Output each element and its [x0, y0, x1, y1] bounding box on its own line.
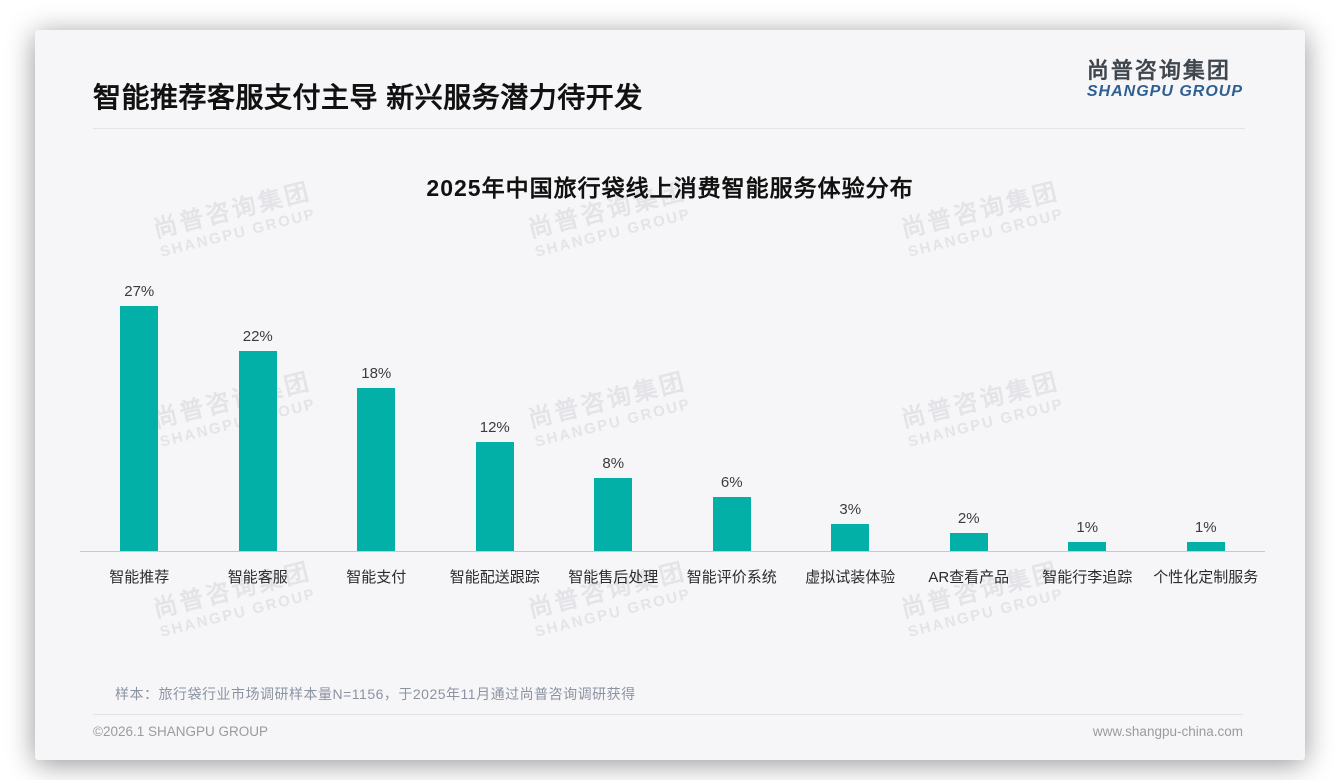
watermark-english-text: SHANGPU GROUP [158, 205, 318, 262]
footer-website: www.shangpu-china.com [1092, 724, 1243, 739]
company-logo: 尚普咨询集团 SHANGPU GROUP [1087, 58, 1243, 102]
bar-value-label: 2% [957, 510, 980, 527]
watermark-english-text: SHANGPU GROUP [533, 585, 693, 642]
header-divider [93, 128, 1245, 129]
bar-value-label: 6% [720, 474, 743, 491]
bar [1068, 542, 1107, 551]
bar-value-label: 1% [1076, 519, 1099, 536]
watermark-english-text: SHANGPU GROUP [906, 205, 1066, 262]
bar-value-label: 22% [242, 328, 273, 345]
bar-column: 3% [791, 501, 910, 551]
category-labels: 智能推荐 智能客服 智能支付 智能配送跟踪 智能售后处理 智能评价系统 虚拟试装体验 AR查看… [80, 552, 1265, 587]
category-label: 智能售后处理 [568, 569, 659, 586]
category-label: 智能支付 [346, 569, 407, 586]
chart-title: 2025年中国旅行袋线上消费智能服务体验分布 [426, 175, 914, 201]
bar-value-label: 18% [361, 365, 392, 382]
bar [238, 351, 277, 551]
logo-english-name: SHANGPU GROUP [1086, 83, 1243, 101]
bar-value-label: 8% [602, 455, 625, 472]
page-title: 智能推荐客服支付主导 新兴服务潜力待开发 [93, 82, 643, 113]
bar-column: 22% [199, 328, 318, 551]
watermark-english-text: SHANGPU GROUP [906, 585, 1066, 642]
bar-value-label: 1% [1194, 519, 1217, 536]
bar-column: 6% [673, 474, 792, 551]
bar-value-label: 27% [124, 283, 155, 300]
bar [594, 478, 633, 551]
category-label: 智能客服 [227, 569, 288, 586]
bar [120, 306, 159, 551]
report-card: 尚普咨询集团 SHANGPU GROUP 尚普咨询集团 SHANGPU GROUP 尚普… [35, 30, 1305, 760]
watermark-english-text: SHANGPU GROUP [158, 585, 318, 642]
bar-value-label: 12% [479, 419, 510, 436]
bar-column: 18% [317, 365, 436, 551]
header: 智能推荐客服支付主导 新兴服务潜力待开发 尚普咨询集团 SHANGPU GROU… [35, 30, 1305, 116]
bar-column: 2% [910, 510, 1029, 551]
bar-column: 1% [1147, 519, 1266, 551]
bar-value-label: 3% [839, 501, 862, 518]
category-label: 个性化定制服务 [1153, 569, 1259, 586]
bar-column: 8% [554, 455, 673, 551]
bar [831, 524, 870, 551]
footer-copyright: ©2026.1 SHANGPU GROUP [93, 724, 269, 739]
category-label: 智能推荐 [109, 569, 170, 586]
footer: ©2026.1 SHANGPU GROUP www.shangpu-china.… [93, 714, 1243, 739]
bar-group-container: 27% 22% 18% 12% 8% 6% 3% 2% 1% 1% [80, 270, 1265, 552]
logo-chinese-name: 尚普咨询集团 [1086, 58, 1231, 83]
bar-column: 27% [80, 283, 199, 551]
bar-column: 12% [436, 419, 555, 551]
bar [949, 533, 988, 551]
source-note: 样本：旅行袋行业市场调研样本量N=1156，于2025年11月通过尚普咨询调研获… [115, 686, 636, 702]
category-label: AR查看产品 [928, 569, 1010, 586]
bar [1186, 542, 1225, 551]
category-label: 虚拟试装体验 [805, 569, 896, 586]
bar [475, 442, 514, 551]
bar-column: 1% [1028, 519, 1147, 551]
bar-chart: 27% 22% 18% 12% 8% 6% 3% 2% 1% 1% 智能推荐 智能客服 智能支付 智能配… [80, 270, 1265, 587]
bar [712, 497, 751, 551]
watermark-english-text: SHANGPU GROUP [533, 205, 693, 262]
category-label: 智能行李追踪 [1042, 569, 1133, 586]
category-label: 智能评价系统 [686, 569, 777, 586]
bar [357, 388, 396, 551]
category-label: 智能配送跟踪 [449, 569, 540, 586]
